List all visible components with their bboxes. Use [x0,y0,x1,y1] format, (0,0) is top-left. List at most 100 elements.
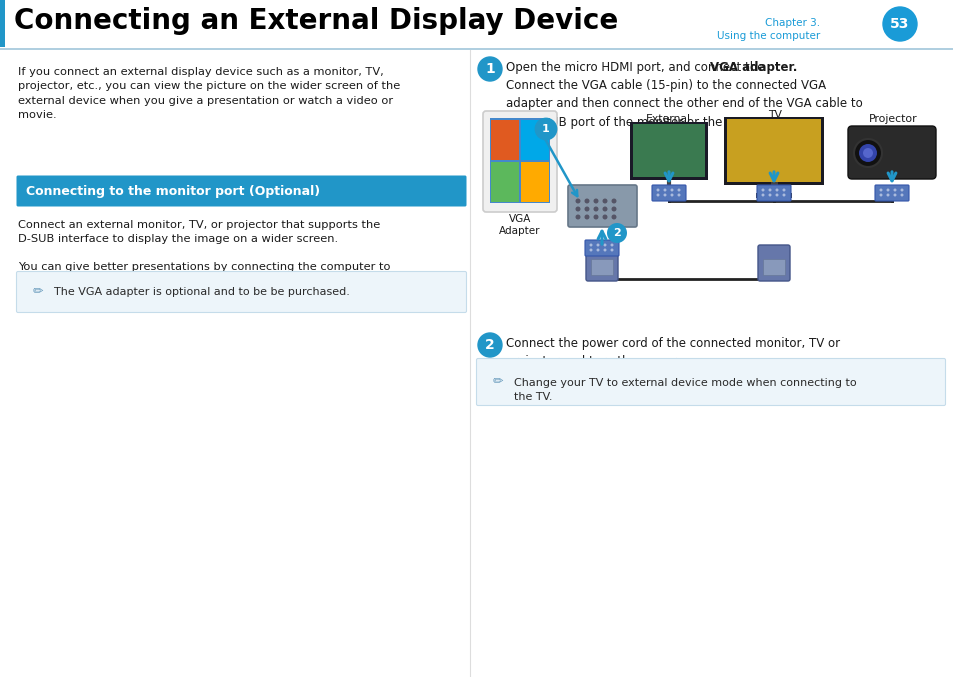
Circle shape [879,194,882,196]
Text: ✏: ✏ [493,376,503,389]
Circle shape [477,333,501,357]
Circle shape [662,194,666,196]
Circle shape [593,198,598,204]
Bar [633,124,704,177]
Circle shape [602,198,607,204]
Circle shape [602,206,607,211]
Bar [655,188,682,192]
Text: 2: 2 [485,338,495,352]
Circle shape [589,248,592,251]
Circle shape [603,244,606,246]
FancyBboxPatch shape [585,245,618,281]
Circle shape [584,206,589,211]
Circle shape [596,244,598,246]
Circle shape [603,248,606,251]
Bar [490,118,550,203]
Circle shape [893,188,896,192]
Circle shape [670,188,673,192]
Circle shape [781,194,784,196]
Circle shape [611,215,616,219]
Text: External
Monitor: External Monitor [645,114,690,135]
Circle shape [593,206,598,211]
Circle shape [611,198,616,204]
Circle shape [885,194,888,196]
Bar [491,162,518,202]
Text: TV: TV [767,110,781,120]
Bar [629,122,707,180]
Circle shape [575,215,579,219]
FancyBboxPatch shape [757,185,790,201]
Bar [726,119,821,182]
Text: 1: 1 [541,124,549,134]
Text: VGA
Adapter: VGA Adapter [498,214,540,236]
Text: You can give better presentations by connecting the computer to
a projector.: You can give better presentations by con… [18,262,390,286]
Circle shape [760,188,763,192]
Circle shape [662,188,666,192]
Text: VGA adapter.: VGA adapter. [709,61,797,74]
Circle shape [536,119,556,139]
Circle shape [781,188,784,192]
Bar [0,0,5,47]
Text: The VGA adapter is optional and to be be purchased.: The VGA adapter is optional and to be be… [54,287,350,297]
Circle shape [584,215,589,219]
Circle shape [775,188,778,192]
Text: Connecting an External Display Device: Connecting an External Display Device [14,7,618,35]
Bar [520,162,548,202]
FancyBboxPatch shape [762,259,784,275]
Circle shape [893,194,896,196]
FancyBboxPatch shape [758,245,789,281]
Circle shape [656,188,659,192]
Text: Connect the power cord of the connected monitor, TV or
projector and turn the po: Connect the power cord of the connected … [505,337,840,368]
Bar [0,48,953,50]
Circle shape [593,215,598,219]
Bar [723,117,823,185]
Circle shape [575,198,579,204]
Circle shape [760,194,763,196]
Circle shape [656,194,659,196]
Circle shape [900,194,902,196]
Circle shape [882,7,916,41]
Bar [755,193,791,198]
Circle shape [858,144,876,162]
Text: Change your TV to external device mode when connecting to
the TV.: Change your TV to external device mode w… [514,378,856,402]
Bar [633,124,704,177]
Text: Chapter 3.
Using the computer: Chapter 3. Using the computer [716,18,820,41]
Text: Open the micro HDMI port, and connect the: Open the micro HDMI port, and connect th… [505,61,767,74]
Text: Connect the VGA cable (15-pin) to the connected VGA
adapter and then connect the: Connect the VGA cable (15-pin) to the co… [505,79,862,129]
Text: 1: 1 [485,62,495,76]
FancyBboxPatch shape [847,126,935,179]
Circle shape [589,244,592,246]
Text: ✏: ✏ [32,286,43,299]
Circle shape [853,139,882,167]
Circle shape [575,206,579,211]
Circle shape [477,57,501,81]
Circle shape [768,194,771,196]
Circle shape [677,194,679,196]
Bar [520,120,548,160]
Circle shape [584,198,589,204]
FancyBboxPatch shape [874,185,908,201]
Text: Projector: Projector [868,114,917,124]
Circle shape [611,206,616,211]
Bar [491,120,518,160]
FancyBboxPatch shape [16,175,466,206]
FancyBboxPatch shape [590,259,613,275]
Circle shape [900,188,902,192]
Text: Connect an external monitor, TV, or projector that supports the
D-SUB interface : Connect an external monitor, TV, or proj… [18,220,380,244]
FancyBboxPatch shape [482,111,557,212]
Circle shape [775,194,778,196]
Text: Connecting to the monitor port (Optional): Connecting to the monitor port (Optional… [26,185,320,198]
Circle shape [596,248,598,251]
FancyBboxPatch shape [584,240,618,256]
Circle shape [862,148,872,158]
Text: 2: 2 [613,228,620,238]
Circle shape [610,248,613,251]
Circle shape [606,223,626,243]
Circle shape [885,188,888,192]
Text: 53: 53 [889,17,909,31]
FancyBboxPatch shape [476,359,944,406]
Circle shape [536,119,556,139]
Circle shape [879,188,882,192]
Circle shape [677,188,679,192]
FancyBboxPatch shape [16,271,466,313]
